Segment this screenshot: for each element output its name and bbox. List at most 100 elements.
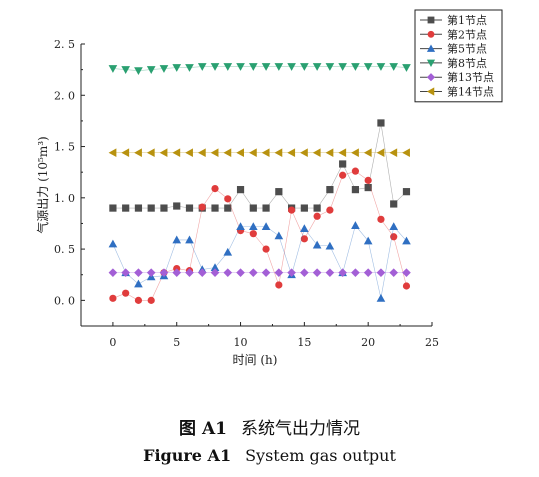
x-tick-label: 20	[361, 336, 375, 349]
series-line	[112, 122, 407, 209]
data-point	[312, 240, 322, 249]
data-point	[146, 148, 155, 158]
x-tick-label: 25	[425, 336, 439, 349]
figure-caption-english-label: Figure A1	[143, 446, 232, 465]
x-tick-label: 0	[109, 336, 116, 349]
data-point	[122, 204, 130, 212]
chart: 0. 0 0. 5 1. 0 1. 5 2. 0 2. 5 0 5 10 15 20 25 气源出力 …	[35, 9, 503, 367]
data-point	[248, 268, 258, 277]
data-point	[351, 167, 360, 175]
data-point	[147, 204, 155, 212]
data-point	[377, 119, 385, 127]
data-point	[351, 148, 359, 158]
y-tick-label: 2. 5	[54, 38, 75, 51]
data-point	[185, 148, 193, 158]
data-point	[339, 160, 347, 168]
data-point	[351, 186, 360, 194]
data-point	[236, 222, 245, 230]
legend-label: 第2节点	[447, 27, 487, 41]
data-point	[313, 212, 321, 220]
data-point	[300, 224, 309, 233]
data-point	[275, 188, 283, 196]
data-point	[185, 64, 194, 72]
data-point	[121, 66, 130, 74]
data-point	[121, 148, 130, 158]
data-point	[287, 63, 296, 71]
data-point	[121, 268, 130, 277]
data-point	[363, 236, 373, 245]
data-point	[223, 63, 233, 71]
y-tick-label: 0. 5	[54, 243, 75, 256]
legend-label: 第13节点	[447, 70, 494, 84]
data-point	[248, 222, 258, 230]
data-point	[172, 268, 182, 277]
x-tick-label: 5	[173, 336, 180, 349]
data-point	[402, 282, 411, 290]
data-point	[159, 148, 168, 158]
data-point	[134, 204, 143, 212]
data-point	[185, 235, 194, 244]
data-point	[389, 222, 399, 230]
figure-caption-english: Figure A1 System gas output	[0, 446, 539, 465]
data-point	[210, 268, 220, 277]
data-point	[134, 148, 142, 158]
data-point	[159, 65, 169, 73]
data-point	[185, 204, 194, 212]
data-point	[134, 268, 143, 277]
data-point	[376, 293, 386, 302]
data-point	[261, 63, 271, 71]
data-point	[351, 221, 360, 229]
data-point	[364, 183, 372, 192]
data-point	[300, 63, 309, 71]
data-point	[262, 245, 270, 253]
y-axis-label-group: 气源出力 (10⁵m³)	[35, 136, 50, 233]
legend-label: 第5节点	[447, 42, 487, 56]
data-point	[300, 204, 308, 212]
data-point	[287, 268, 296, 277]
data-point	[108, 239, 118, 248]
y-tick-label: 0. 0	[54, 294, 75, 307]
data-point	[351, 268, 360, 277]
data-point	[364, 176, 372, 184]
figure-caption-chinese-label: 图 A1	[179, 419, 227, 439]
y-tick-label: 2. 0	[54, 89, 75, 102]
data-point	[248, 63, 258, 71]
legend-item: 第2节点	[420, 27, 487, 41]
data-point	[402, 64, 411, 72]
data-point	[109, 294, 117, 302]
chart-axes: 0. 0 0. 5 1. 0 1. 5 2. 0 2. 5 0 5 10 15 20 25	[54, 38, 439, 349]
data-point	[274, 148, 283, 158]
legend-marker	[427, 16, 435, 24]
data-point	[249, 230, 257, 238]
data-point	[197, 148, 206, 158]
data-point	[339, 171, 347, 179]
data-point	[377, 215, 385, 223]
data-point	[172, 148, 181, 158]
legend-item: 第14节点	[420, 85, 494, 99]
data-point	[224, 195, 232, 203]
legend-label: 第1节点	[447, 13, 487, 27]
series-3	[108, 63, 411, 75]
data-point	[402, 188, 411, 196]
data-point	[210, 63, 220, 71]
data-point	[300, 268, 309, 277]
data-point	[326, 206, 334, 214]
data-point	[325, 241, 335, 250]
data-point	[223, 247, 233, 256]
data-point	[389, 63, 399, 71]
legend-marker	[426, 87, 435, 96]
data-point	[338, 148, 347, 158]
y-axis-label: 气源出力 (10⁵m³)	[35, 136, 50, 233]
data-point	[197, 268, 207, 277]
data-point	[236, 63, 245, 71]
data-point	[172, 235, 182, 244]
legend-item: 第13节点	[420, 70, 494, 84]
data-point	[376, 268, 386, 277]
figure-caption-chinese: 图 A1 系统气出力情况	[0, 414, 539, 439]
data-point	[325, 268, 335, 277]
data-point	[312, 268, 322, 277]
legend-label: 第8节点	[447, 56, 487, 70]
figure-caption-english-text: System gas output	[245, 446, 396, 465]
data-point	[402, 148, 410, 158]
data-point	[108, 268, 118, 277]
